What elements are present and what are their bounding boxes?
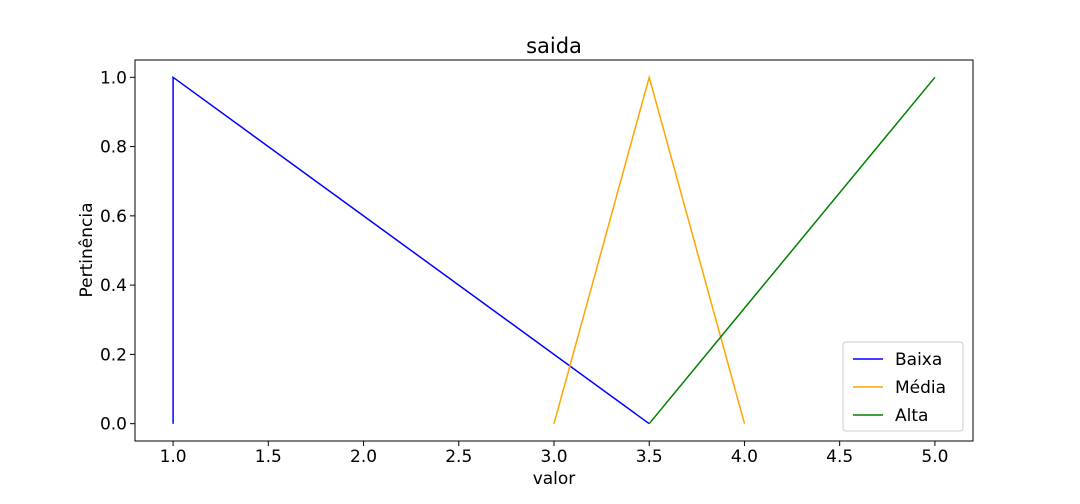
legend: Baixa Média Alta [842, 341, 964, 432]
series-line-alta [648, 76, 936, 425]
x-tick-label: 1.5 [255, 447, 282, 467]
legend-label: Alta [895, 406, 928, 426]
y-tick-label: 0.2 [100, 345, 127, 365]
y-tick-label: 0.8 [100, 138, 127, 158]
legend-label: Baixa [895, 350, 942, 370]
series-line-media [553, 74, 746, 424]
x-tick-label: 4.0 [731, 447, 758, 467]
series-line-baixa [172, 75, 650, 425]
x-tick-label: 2.0 [350, 447, 377, 467]
y-axis-label: Pertinência [77, 203, 97, 298]
y-tick-label: 1.0 [100, 68, 127, 88]
y-tick-label: 0.6 [100, 207, 127, 227]
x-tick-label: 2.5 [445, 447, 472, 467]
legend-box [842, 341, 964, 432]
x-axis-label: valor [533, 469, 576, 489]
x-tick-label: 5.0 [921, 447, 948, 467]
x-tick-label: 4.5 [826, 447, 853, 467]
y-tick-label: 0.4 [100, 276, 127, 296]
y-tick-label: 0.0 [100, 415, 127, 435]
x-tick-label: 3.0 [540, 447, 567, 467]
legend-label: Média [895, 378, 946, 398]
x-tick-label: 3.5 [636, 447, 663, 467]
chart-title: saida [526, 34, 582, 58]
plot-area: 1.0 1.5 2.0 2.5 3.0 3.5 4.0 4.5 5.0 0.0 0.2 0.4 0.6 0… [100, 59, 974, 467]
x-tick-label: 1.0 [160, 447, 187, 467]
